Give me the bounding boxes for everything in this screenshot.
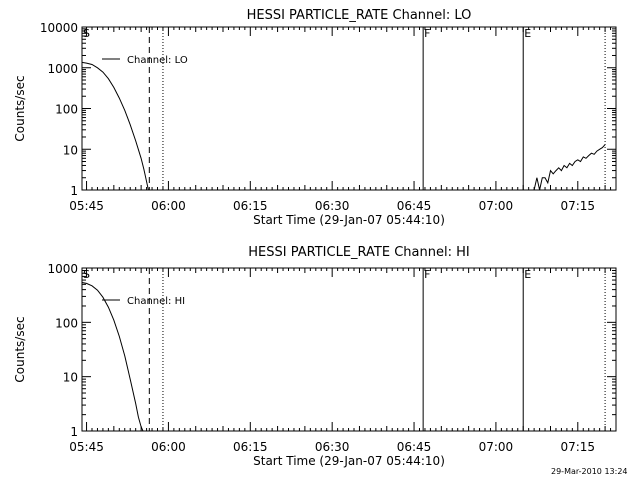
y-tick-label: 100 — [55, 316, 78, 330]
plot-frame — [81, 26, 617, 191]
y-tick-label: 1 — [70, 425, 78, 439]
legend-label: Channel: HI — [127, 296, 185, 307]
y-tick-label: 1000 — [47, 62, 78, 76]
x-tick-label: 05:45 — [69, 199, 104, 213]
legend-label: Channel: LO — [127, 55, 188, 66]
hi-channel-panel: HESSI PARTICLE_RATE Channel: HI 05:45 06:0… — [13, 245, 617, 468]
y-tick-label: 1000 — [47, 262, 78, 276]
marker-label: S — [83, 27, 90, 40]
y-tick-label: 1 — [70, 184, 78, 198]
x-axis-label: Start Time (29-Jan-07 05:44:10) — [253, 213, 445, 227]
y-tick-label: 10000 — [40, 21, 78, 35]
series-line — [533, 144, 606, 191]
x-tick-label: 06:15 — [233, 440, 268, 454]
x-tick-label: 06:00 — [151, 440, 186, 454]
x-tick-label: 07:00 — [479, 199, 514, 213]
x-tick-label: 06:30 — [315, 440, 350, 454]
y-tick-label: 10 — [63, 371, 78, 385]
y-tick-label: 100 — [55, 103, 78, 117]
marker-label: E — [524, 27, 531, 40]
series-line — [81, 282, 144, 432]
plot-frame — [81, 267, 617, 432]
y-axis-label: Counts/sec — [13, 316, 27, 382]
x-tick-label: 06:30 — [315, 199, 350, 213]
marker-label: S — [83, 268, 90, 281]
x-tick-label: 07:15 — [560, 199, 595, 213]
x-tick-label: 06:45 — [397, 199, 432, 213]
chart-title: HESSI PARTICLE_RATE Channel: LO — [247, 8, 472, 23]
chart-title: HESSI PARTICLE_RATE Channel: HI — [248, 245, 469, 260]
y-axis-label: Counts/sec — [13, 75, 27, 141]
x-tick-label: 07:00 — [479, 440, 514, 454]
x-tick-label: 06:15 — [233, 199, 268, 213]
footer-timestamp: 29-Mar-2010 13:24 — [551, 467, 628, 476]
x-tick-label: 06:00 — [151, 199, 186, 213]
x-tick-label: 06:45 — [397, 440, 432, 454]
marker-label: F — [424, 27, 430, 40]
x-axis-label: Start Time (29-Jan-07 05:44:10) — [253, 454, 445, 468]
marker-label: E — [524, 268, 531, 281]
x-tick-label: 07:15 — [560, 440, 595, 454]
x-tick-label: 05:45 — [69, 440, 104, 454]
lo-channel-panel: HESSI PARTICLE_RATE Channel: LO 05:45 06:0… — [13, 8, 617, 227]
series-line — [81, 61, 149, 191]
marker-label: F — [424, 268, 430, 281]
y-tick-label: 10 — [63, 143, 78, 157]
